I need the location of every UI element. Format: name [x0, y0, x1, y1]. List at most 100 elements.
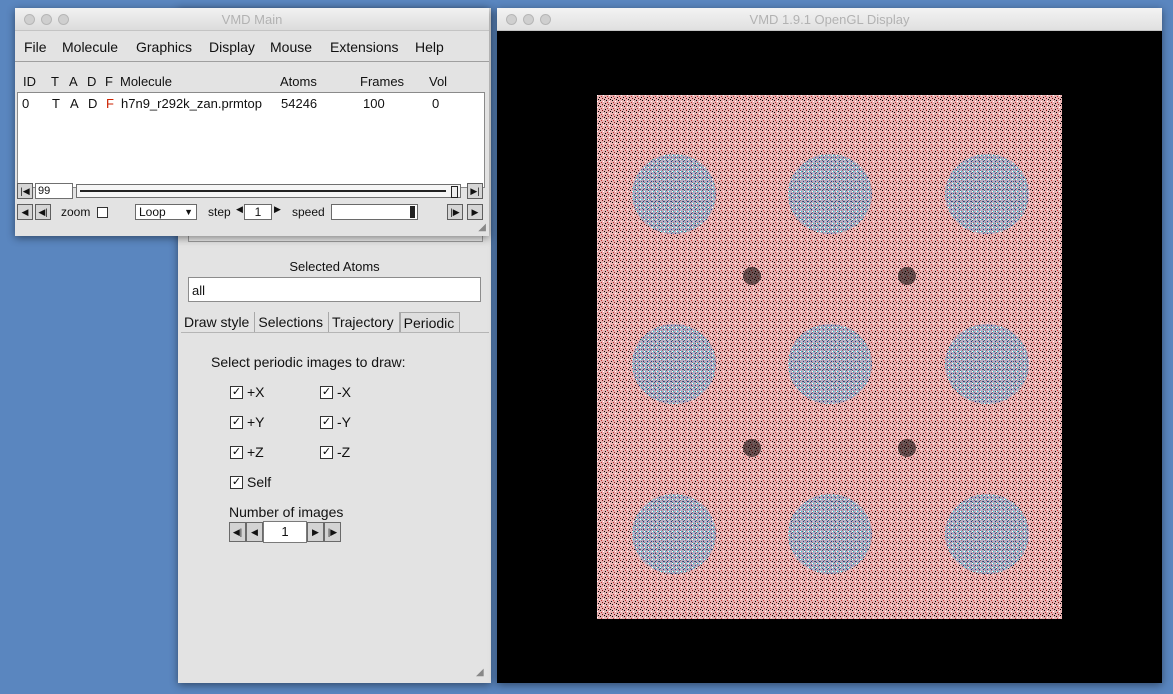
checkbox-minus-z[interactable]: ✓ -Z — [320, 444, 350, 460]
molecule-render-canvas[interactable] — [497, 31, 1162, 683]
tab-divider — [181, 332, 489, 333]
resize-grip-icon[interactable]: ◢ — [478, 222, 486, 233]
mol-vol: 0 — [432, 96, 440, 111]
checkbox-label: +Y — [247, 414, 265, 430]
mol-active-flag[interactable]: A — [70, 96, 79, 111]
speed-label: speed — [292, 205, 325, 219]
checkbox-plus-x[interactable]: ✓ +X — [230, 384, 265, 400]
step-decrement-icon[interactable]: ◀ — [236, 204, 243, 214]
minimize-icon[interactable] — [41, 14, 52, 25]
main-window-title: VMD Main — [221, 12, 283, 27]
column-t[interactable]: T — [51, 74, 59, 89]
column-id[interactable]: ID — [23, 74, 36, 89]
window-controls — [24, 13, 75, 28]
play-reverse-icon[interactable]: ◀| — [35, 204, 51, 220]
tab-periodic[interactable]: Periodic — [399, 312, 461, 333]
increment-button[interactable]: ▶ — [307, 522, 324, 542]
checkbox-label: +X — [247, 384, 265, 400]
menu-help[interactable]: Help — [415, 39, 444, 55]
molecule-list[interactable]: 0 T A D F h7n9_r292k_zan.prmtop 54246 10… — [17, 92, 485, 188]
checkbox-label: -Z — [337, 444, 351, 460]
frame-input[interactable]: 99 — [35, 183, 73, 199]
periodic-prompt: Select periodic images to draw: — [211, 354, 406, 370]
number-of-images-stepper: ◀| ◀ 1 ▶ |▶ — [229, 521, 341, 543]
menu-display[interactable]: Display — [209, 39, 255, 55]
step-label: step — [208, 205, 231, 219]
check-icon: ✓ — [230, 385, 243, 399]
checkbox-self[interactable]: ✓ Self — [230, 474, 271, 490]
checkbox-plus-z[interactable]: ✓ +Z — [230, 444, 264, 460]
column-a[interactable]: A — [69, 74, 78, 89]
play-forward-icon[interactable]: |▶ — [447, 204, 463, 220]
decrement-fast-button[interactable]: ◀| — [229, 522, 246, 542]
speed-slider[interactable] — [331, 204, 418, 220]
close-icon[interactable] — [24, 14, 35, 25]
periodic-images-render — [597, 95, 1062, 619]
mol-fixed-flag[interactable]: F — [106, 96, 114, 111]
check-icon: ✓ — [320, 385, 333, 399]
zoom-icon[interactable] — [540, 14, 551, 25]
check-icon: ✓ — [320, 415, 333, 429]
checkbox-minus-y[interactable]: ✓ -Y — [320, 414, 351, 430]
image-boundaries — [743, 267, 916, 457]
step-back-icon[interactable]: ◀ — [17, 204, 33, 220]
minimize-icon[interactable] — [523, 14, 534, 25]
decrement-button[interactable]: ◀ — [246, 522, 263, 542]
checkbox-label: Self — [247, 474, 272, 490]
check-icon: ✓ — [320, 445, 333, 459]
tab-draw-style[interactable]: Draw style — [181, 312, 256, 332]
loop-mode-select[interactable]: Loop ▼ — [135, 204, 197, 220]
checkbox-label: +Z — [247, 444, 264, 460]
check-icon: ✓ — [230, 415, 243, 429]
chevron-down-icon: ▼ — [184, 207, 193, 217]
menu-mouse[interactable]: Mouse — [270, 39, 313, 55]
increment-fast-button[interactable]: |▶ — [324, 522, 341, 542]
tab-selections[interactable]: Selections — [255, 312, 329, 332]
checkbox-minus-x[interactable]: ✓ -X — [320, 384, 351, 400]
column-frames[interactable]: Frames — [360, 74, 405, 89]
check-icon: ✓ — [230, 475, 243, 489]
step-forward-icon[interactable]: ▶ — [467, 204, 483, 220]
menubar: File Molecule Graphics Display Mouse Ext… — [15, 31, 489, 62]
menu-graphics[interactable]: Graphics — [136, 39, 193, 55]
mol-atoms: 54246 — [281, 96, 318, 111]
mol-drawn-flag[interactable]: D — [88, 96, 98, 111]
menu-extensions[interactable]: Extensions — [330, 39, 399, 55]
mol-top-flag[interactable]: T — [52, 96, 60, 111]
menu-file[interactable]: File — [24, 39, 47, 55]
go-to-start-icon[interactable]: |◀ — [17, 183, 33, 199]
checkbox-label: -Y — [337, 414, 351, 430]
display-window-title: VMD 1.9.1 OpenGL Display — [749, 12, 910, 27]
checkbox-plus-y[interactable]: ✓ +Y — [230, 414, 265, 430]
window-controls — [506, 13, 557, 28]
number-of-images-input[interactable]: 1 — [263, 521, 307, 543]
column-vol[interactable]: Vol — [429, 74, 448, 89]
close-icon[interactable] — [506, 14, 517, 25]
step-input[interactable]: 1 — [244, 204, 272, 220]
column-f[interactable]: F — [105, 74, 113, 89]
zoom-label: zoom — [61, 205, 91, 219]
column-d[interactable]: D — [87, 74, 97, 89]
checkbox-label: -X — [337, 384, 351, 400]
mol-frames: 100 — [363, 96, 385, 111]
mol-id: 0 — [22, 96, 30, 111]
tab-trajectory[interactable]: Trajectory — [329, 312, 400, 332]
check-icon: ✓ — [230, 445, 243, 459]
protein-images — [632, 154, 1029, 574]
menu-molecule[interactable]: Molecule — [62, 39, 119, 55]
display-titlebar[interactable]: VMD 1.9.1 OpenGL Display — [497, 8, 1162, 31]
zoom-icon[interactable] — [58, 14, 69, 25]
zoom-checkbox[interactable] — [97, 207, 108, 218]
selected-atoms-label: Selected Atoms — [289, 259, 380, 274]
number-of-images-label: Number of images — [229, 504, 344, 520]
frame-slider[interactable] — [76, 184, 461, 198]
resize-grip-icon[interactable]: ◢ — [476, 667, 484, 678]
column-molecule[interactable]: Molecule — [120, 74, 173, 89]
go-to-end-icon[interactable]: ▶| — [467, 183, 483, 199]
rep-tabs: Draw style Selections Trajectory Periodi… — [181, 312, 461, 333]
main-titlebar[interactable]: VMD Main — [15, 8, 489, 31]
step-increment-icon[interactable]: ▶ — [274, 204, 281, 214]
opengl-display-window: VMD 1.9.1 OpenGL Display — [497, 8, 1162, 683]
selected-atoms-input[interactable]: all — [188, 277, 481, 302]
column-atoms[interactable]: Atoms — [280, 74, 317, 89]
